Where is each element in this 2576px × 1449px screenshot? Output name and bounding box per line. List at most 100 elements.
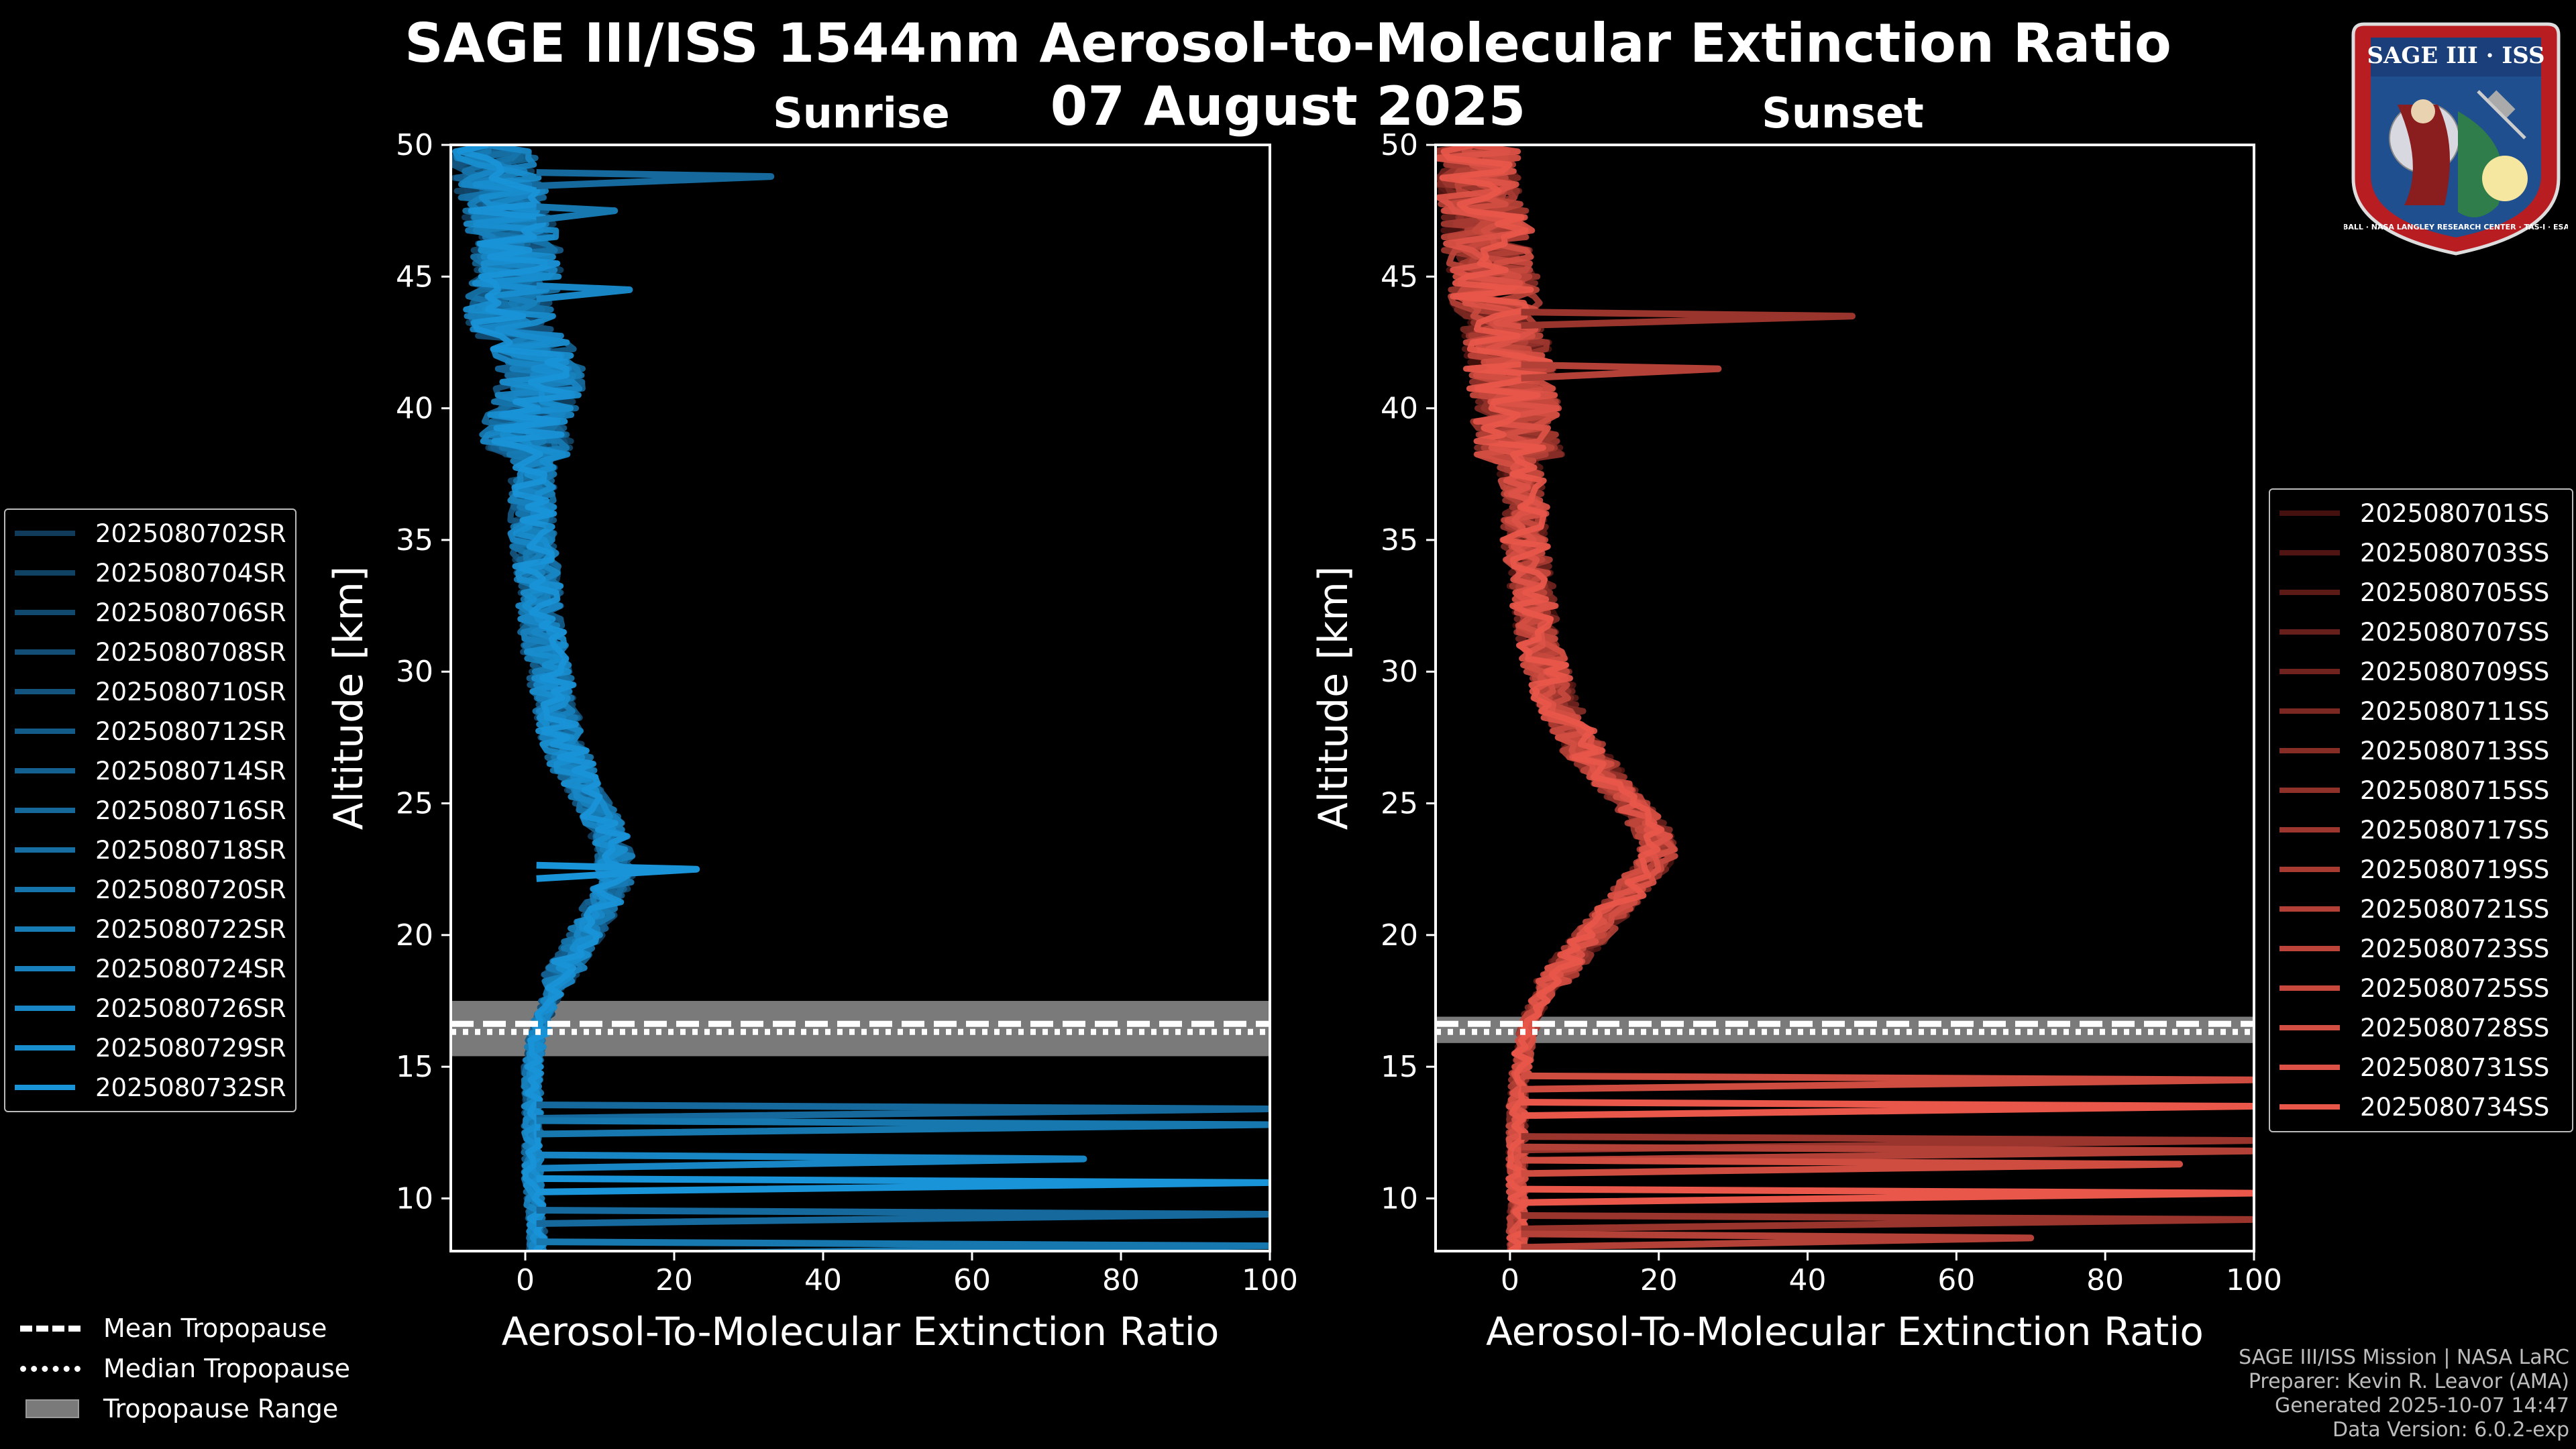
legend-label: 2025080734SS <box>2360 1092 2550 1122</box>
x-tick-label: 0 <box>1501 1263 1519 1297</box>
dashed-line-key-icon <box>20 1319 80 1338</box>
chart-title: SAGE III/ISS 1544nm Aerosol-to-Molecular… <box>405 12 2171 74</box>
legend-item: 2025080713SS <box>2270 731 2549 770</box>
legend-item: 2025080722SR <box>5 910 286 949</box>
y-tick-label: 50 <box>396 128 433 162</box>
profile-spike <box>536 203 619 224</box>
legend-label: 2025080703SS <box>2360 538 2550 568</box>
legend-item: 2025080726SR <box>5 989 286 1028</box>
legend-swatch <box>15 689 75 694</box>
profile-spike <box>1521 309 1856 329</box>
legend-item: 2025080720SR <box>5 870 286 909</box>
legend-label: 2025080702SR <box>95 519 286 548</box>
legend-label: 2025080708SR <box>95 637 286 667</box>
legend-swatch <box>2279 827 2340 833</box>
legend-label: 2025080722SR <box>95 914 286 944</box>
subplot-title-sunrise: Sunrise <box>773 89 950 138</box>
x-tick-label: 20 <box>1640 1263 1678 1297</box>
legend-label: 2025080719SS <box>2360 855 2550 884</box>
plot-frame <box>1434 144 2255 1252</box>
profile-lines <box>451 145 1270 1251</box>
legend-item: 2025080717SS <box>2270 810 2549 849</box>
legend-label: 2025080711SS <box>2360 696 2550 726</box>
legend-sunset: 2025080701SS 2025080703SS 2025080705SS 2025… <box>2269 488 2573 1132</box>
legend-item: 2025080718SR <box>5 830 286 869</box>
legend-item: 2025080734SS <box>2270 1087 2549 1126</box>
legend-label: 2025080712SR <box>95 716 286 746</box>
legend-label: 2025080718SR <box>95 835 286 865</box>
legend-item: 2025080706SR <box>5 593 286 632</box>
profile-spike <box>536 1175 1270 1195</box>
plot-frame <box>449 144 1271 1252</box>
panel-sunrise: 0 20 40 60 80 100 10 15 20 25 30 35 40 45 50 Aerosol-To… <box>325 128 1298 1354</box>
profile-spike <box>536 1151 1087 1172</box>
legend-label: 2025080715SS <box>2360 775 2550 805</box>
legend-swatch <box>15 610 75 615</box>
profile-spike <box>1521 1072 2254 1093</box>
profile-spike <box>536 861 700 882</box>
y-tick-label: 25 <box>1381 787 1418 821</box>
y-tick-label: 45 <box>396 260 433 294</box>
legend-swatch <box>2279 1025 2340 1030</box>
x-tick-label: 60 <box>953 1263 991 1297</box>
legend-item: 2025080701SS <box>2270 494 2549 533</box>
y-tick-label: 25 <box>396 787 433 821</box>
legend-swatch <box>15 768 75 773</box>
range-box-key-icon <box>20 1399 80 1418</box>
legend-label: 2025080713SS <box>2360 736 2550 765</box>
legend-item: 2025080705SS <box>2270 573 2549 612</box>
profile-line <box>457 145 633 1251</box>
legend-item: 2025080723SS <box>2270 929 2549 968</box>
legend-label: 2025080731SS <box>2360 1053 2550 1082</box>
profile-spike <box>536 169 775 190</box>
x-tick-label: 80 <box>1102 1263 1140 1297</box>
profile-spike <box>536 282 633 303</box>
y-axis-label: Altitude [km] <box>325 566 372 830</box>
legend-item: 2025080710SR <box>5 672 286 711</box>
legend-item: 2025080721SS <box>2270 890 2549 928</box>
legend-label: 2025080705SS <box>2360 578 2550 607</box>
tropopause-range-band <box>451 1001 1270 1057</box>
y-tick-label: 15 <box>1381 1050 1418 1084</box>
legend-label: 2025080726SR <box>95 994 286 1023</box>
profile-spike <box>536 1117 1270 1138</box>
legend-item: 2025080725SS <box>2270 969 2549 1008</box>
legend-swatch <box>2279 629 2340 635</box>
subplot-title-sunset: Sunset <box>1762 89 1924 138</box>
profile-line <box>1436 145 1673 1251</box>
panel-sunset: 0 20 40 60 80 100 10 15 20 25 30 35 40 45 50 Aerosol-To… <box>1310 128 2282 1354</box>
dotted-line-key-icon <box>20 1359 80 1378</box>
legend-mean-tropopause: Mean Tropopause <box>20 1308 350 1348</box>
legend-label: 2025080724SR <box>95 954 286 983</box>
profile-spike <box>1521 1099 2254 1120</box>
legend-swatch <box>2279 708 2340 714</box>
legend-swatch <box>2279 511 2340 516</box>
legend-label: 2025080732SR <box>95 1073 286 1102</box>
legend-item: 2025080708SR <box>5 633 286 672</box>
profile-spike <box>1521 1157 2184 1177</box>
legend-label: 2025080721SS <box>2360 894 2550 924</box>
x-tick-label: 40 <box>1789 1263 1827 1297</box>
legend-swatch <box>2279 1065 2340 1070</box>
x-tick-label: 0 <box>516 1263 535 1297</box>
legend-label: 2025080704SR <box>95 558 286 588</box>
legend-item: 2025080728SS <box>2270 1008 2549 1047</box>
legend-label: 2025080709SS <box>2360 657 2550 686</box>
y-tick-label: 40 <box>396 392 433 426</box>
y-tick-label: 35 <box>396 523 433 557</box>
y-tick-label: 10 <box>396 1181 433 1216</box>
chart-date: 07 August 2025 <box>1050 75 1526 138</box>
legend-swatch <box>2279 550 2340 555</box>
legend-swatch <box>15 1085 75 1090</box>
legend-swatch <box>15 1045 75 1051</box>
logo-ring-text: BALL · NASA LANGLEY RESEARCH CENTER · TA… <box>2344 223 2568 231</box>
legend-item: 2025080711SS <box>2270 692 2549 731</box>
legend-item: 2025080714SR <box>5 751 286 790</box>
legend-swatch <box>2279 669 2340 674</box>
legend-sunrise: 2025080702SR 2025080704SR 2025080706SR 2025… <box>4 508 297 1112</box>
legend-label: 2025080720SR <box>95 875 286 904</box>
legend-item: 2025080702SR <box>5 514 286 553</box>
sage-iss-mission-logo: SAGE III · ISS BALL · NASA LANGLEY RESEA… <box>2344 22 2568 256</box>
legend-item: 2025080716SR <box>5 791 286 830</box>
credits: SAGE III/ISS Mission | NASA LaRC Prepare… <box>2239 1346 2569 1442</box>
